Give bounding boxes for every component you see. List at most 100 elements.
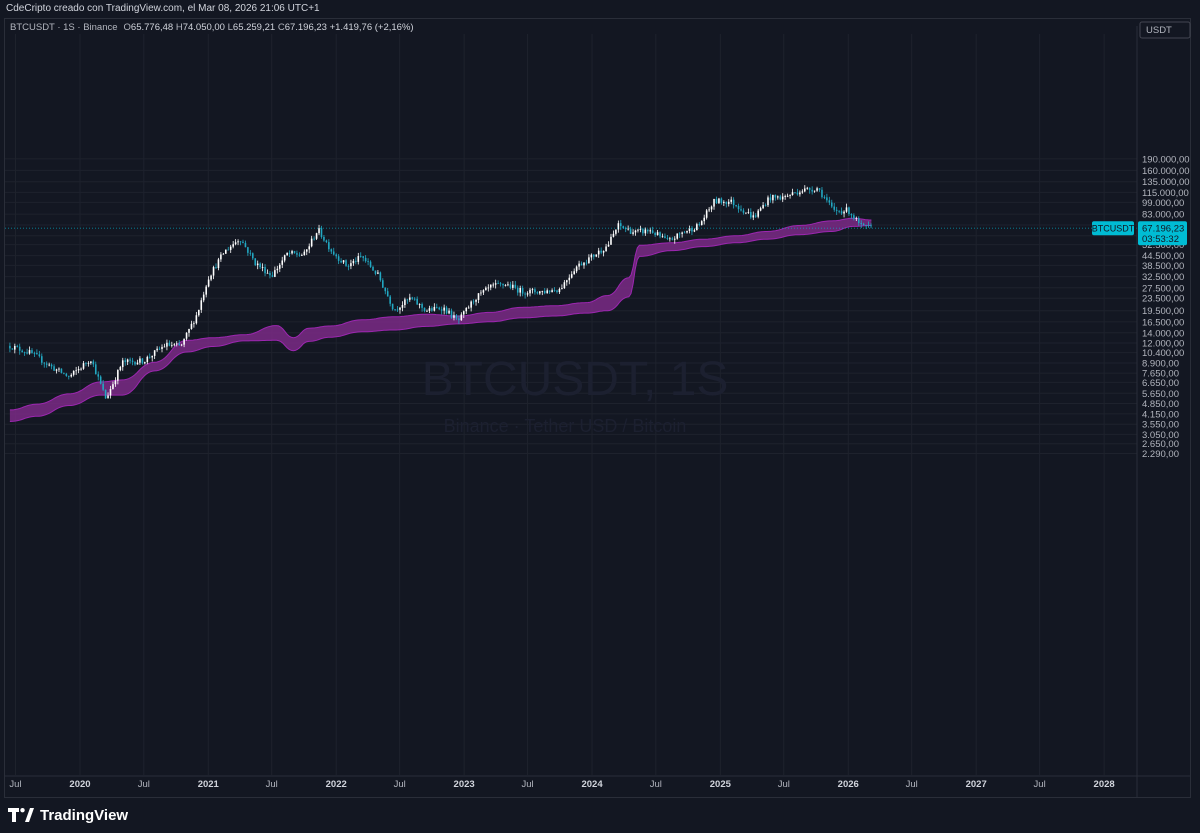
candle-body [325, 240, 328, 243]
candle-body [664, 236, 666, 239]
candle-body [156, 348, 158, 351]
candle-body [254, 258, 257, 266]
candle-body [215, 267, 217, 269]
watermark-subtitle: Binance · Tether USD / Bitcoin [444, 416, 687, 436]
candle-body [428, 308, 431, 311]
candle-body [656, 232, 659, 236]
candle-body [494, 283, 497, 285]
candle-body [607, 244, 610, 247]
candle-body [551, 290, 553, 293]
candle-body [134, 361, 136, 365]
ohlc-legend[interactable]: BTCUSDT · 1S · Binance O65.776,48 H74.050… [10, 22, 414, 33]
candle-body [217, 259, 220, 269]
candle-body [117, 370, 119, 381]
price-tick-label: 6.650,00 [1142, 378, 1179, 389]
candle-body [232, 244, 234, 247]
symbol-watermark: BTCUSDT, 1S Binance · Tether USD / Bitco… [422, 353, 729, 436]
candle-body [310, 238, 313, 247]
candle-body [239, 241, 242, 243]
candle-body [421, 303, 423, 308]
candle-body [482, 290, 485, 293]
candle-body [82, 363, 85, 369]
time-tick-label: Jul [650, 779, 662, 790]
candle-body [244, 242, 247, 248]
candle-body [328, 242, 330, 250]
candle-body [45, 363, 48, 365]
time-tick-label: 2024 [581, 779, 603, 790]
candle-body [492, 284, 495, 286]
candle-body [585, 262, 588, 264]
candle-body [860, 222, 863, 224]
candle-body [234, 242, 237, 245]
high-label: H [175, 22, 183, 33]
price-tick-label: 83.000,00 [1142, 210, 1184, 221]
candle-body [26, 352, 28, 354]
candle-body [175, 343, 178, 345]
candle-body [808, 187, 811, 190]
candle-body [590, 254, 593, 258]
candle-body [266, 272, 269, 274]
candle-body [762, 205, 764, 209]
candle-body [796, 192, 799, 195]
candle-body [183, 338, 185, 345]
candle-body [207, 279, 210, 287]
candle-body [536, 292, 539, 294]
candle-body [399, 307, 401, 310]
currency-box-frame [1139, 21, 1191, 39]
open-value: 65.776,48 [130, 22, 174, 33]
candle-body [539, 291, 541, 294]
candle-body [104, 389, 107, 399]
candle-body [205, 286, 207, 295]
candle-body [438, 307, 441, 310]
time-tick-label: 2022 [326, 779, 347, 790]
price-tick-label: 27.500,00 [1142, 283, 1184, 294]
candle-body [362, 256, 364, 258]
candle-body [195, 315, 198, 324]
candle-body [53, 366, 55, 371]
candle-body [777, 196, 779, 198]
candle-body [786, 195, 789, 197]
candle-body [340, 260, 342, 263]
tradingview-logo[interactable]: TradingView [8, 806, 128, 824]
candle-body [806, 187, 809, 189]
candle-body [163, 346, 166, 348]
candle-body [568, 277, 571, 281]
change-value: +1.419,76 (+2,16%) [329, 22, 414, 33]
indicator-band-layer [9, 217, 872, 422]
candle-body [369, 261, 372, 267]
candle-body [426, 310, 428, 312]
candle-body [48, 364, 50, 366]
candle-body [561, 288, 563, 289]
price-tick-label: 14.000,00 [1142, 328, 1184, 339]
price-tick-label: 16.500,00 [1142, 317, 1184, 328]
candle-body [624, 228, 627, 229]
candle-body [661, 236, 664, 238]
price-tick-label: 52.500,00 [1142, 240, 1184, 251]
candle-body [816, 188, 818, 191]
candle-body [813, 190, 816, 192]
candle-body [681, 232, 683, 234]
candle-body [629, 228, 632, 234]
candle-body [823, 197, 826, 198]
chart-pane[interactable] [4, 18, 1191, 798]
candle-body [644, 229, 647, 234]
candle-layer [9, 185, 872, 399]
candle-body [180, 344, 183, 346]
candle-body [703, 217, 706, 222]
candle-body [615, 229, 617, 234]
candle-body [38, 354, 41, 357]
candle-body [431, 308, 433, 311]
candle-body [870, 225, 872, 227]
symbol-tag-bg [1092, 221, 1134, 236]
candle-body [588, 257, 590, 264]
candle-body [642, 229, 644, 234]
candle-body [308, 246, 311, 250]
grid-layer [5, 34, 1137, 775]
candle-body [220, 254, 222, 260]
price-tick-label: 3.050,00 [1142, 430, 1179, 441]
candle-body [458, 318, 460, 321]
candle-body [148, 356, 151, 358]
candle-body [124, 360, 127, 362]
time-tick-label: Jul [1034, 779, 1046, 790]
